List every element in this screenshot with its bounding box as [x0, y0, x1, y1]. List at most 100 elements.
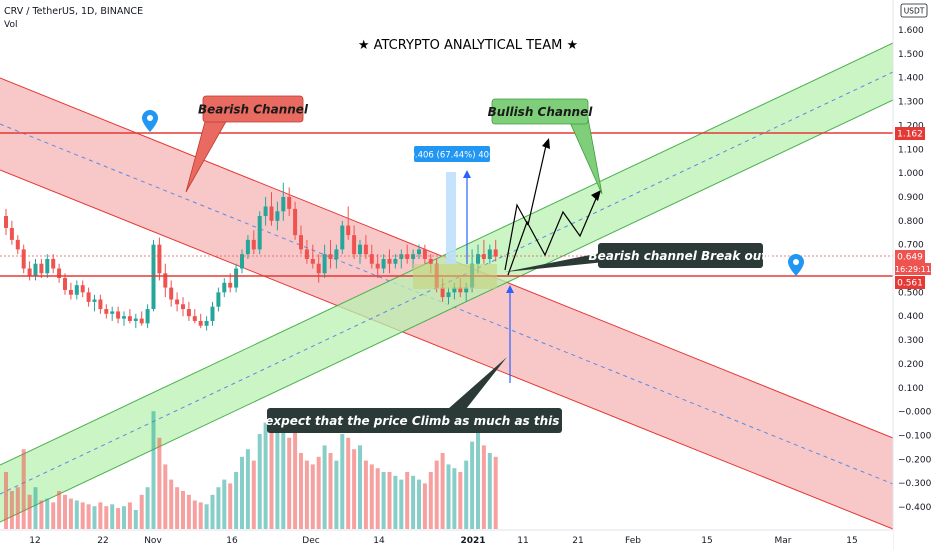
team-title: ★ ATCRYPTO ANALYTICAL TEAM ★	[358, 38, 578, 53]
price-tick-label: 1.300	[898, 98, 924, 108]
volume-bar	[122, 506, 126, 529]
volume-bar	[299, 453, 303, 529]
volume-bar	[245, 449, 250, 529]
price-tick-label: 0.400	[898, 312, 924, 322]
candle-body	[340, 225, 345, 250]
measure-label-box	[414, 146, 490, 162]
volume-bar	[216, 487, 221, 529]
volume-bar	[110, 504, 115, 529]
candle-body	[428, 258, 433, 264]
volume-bar	[169, 479, 174, 529]
volume-bar	[358, 445, 362, 529]
candle-body	[363, 244, 368, 255]
candle-body	[240, 254, 244, 269]
time-axis[interactable]	[0, 530, 893, 550]
volume-bar	[4, 472, 8, 529]
candle-body	[316, 263, 321, 274]
bearish-channel-lower-line[interactable]	[0, 169, 894, 530]
volume-bar	[163, 464, 168, 529]
volume-bar	[434, 460, 439, 529]
price-tick-label: 0.100	[898, 384, 924, 394]
current-price-tag: 0.649 16:29:11	[895, 250, 931, 275]
resistance-price-tag: 1.162	[895, 127, 925, 140]
bullish-channel-callout[interactable]: Bullish Channel	[488, 98, 603, 195]
candle-body	[269, 206, 274, 221]
volume-bar	[340, 434, 345, 529]
volume-bar	[192, 500, 197, 529]
bullish-callout-box	[491, 98, 589, 125]
candle-body	[92, 299, 97, 302]
measure-tool[interactable]: 0.406 (67.44%) 406	[409, 146, 495, 264]
location-marker-icon[interactable]	[788, 254, 804, 276]
bearish-channel-callout[interactable]: Bearish Channel	[185, 95, 309, 193]
candle-body	[86, 292, 91, 302]
volume-bar	[257, 434, 262, 529]
projection-path-zigzag[interactable]	[507, 193, 599, 276]
measure-range-fill	[446, 172, 456, 264]
breakout-callout-box	[598, 243, 763, 268]
candle-body	[452, 287, 457, 293]
volume-bar	[57, 491, 62, 529]
volume-bar	[387, 472, 392, 529]
volume-bar	[481, 445, 486, 529]
volume-bar	[287, 437, 292, 529]
time-tick-label: Nov	[144, 536, 162, 546]
volume-bar	[92, 506, 97, 529]
currency-button[interactable]: USDT	[900, 3, 928, 18]
price-tick-label: 0.800	[898, 217, 924, 227]
volume-bar	[458, 472, 463, 529]
expectation-callout[interactable]: We expect that the price Climb as much a…	[241, 357, 589, 433]
price-tick-label: 0.200	[898, 360, 924, 370]
price-tick-label: 0.300	[898, 336, 924, 346]
candle-body	[57, 268, 62, 279]
candles	[4, 182, 498, 331]
volume-bar	[422, 483, 427, 529]
volume-indicator-label[interactable]: Vol	[4, 20, 17, 30]
location-marker-icon[interactable]	[142, 110, 158, 132]
volume-bar	[15, 487, 20, 529]
volume-bar	[80, 502, 85, 529]
candle-body	[21, 249, 26, 269]
volume-bar	[405, 472, 410, 529]
volume-bar	[375, 468, 380, 529]
price-tick-label: 1.100	[898, 145, 924, 155]
volume-bar	[470, 441, 475, 529]
projection-arrow-high	[527, 140, 548, 226]
candle-body	[51, 258, 56, 269]
current-price-text: 0.649	[897, 253, 923, 263]
volume-bar	[98, 502, 103, 529]
volume-bar	[104, 506, 109, 529]
price-tick-label: 1.000	[898, 169, 924, 179]
volume-bar	[363, 460, 368, 529]
volume-bar	[316, 456, 321, 529]
candle-body	[464, 287, 469, 293]
time-tick-label: 12	[29, 536, 40, 546]
candle-body	[352, 235, 357, 255]
volume-bar	[33, 487, 38, 529]
candle-body	[198, 320, 203, 326]
breakout-zone	[413, 264, 497, 289]
volume-bar	[210, 494, 215, 529]
volume-bar	[181, 491, 185, 529]
volume-bar	[228, 483, 233, 529]
measure-arrowhead	[463, 170, 471, 178]
candle-body	[104, 309, 109, 314]
candle-body	[346, 225, 351, 236]
currency-label: USDT	[904, 7, 925, 16]
volume-bar	[133, 510, 138, 529]
breakout-callout[interactable]: Bearish channel Break out!	[505, 243, 773, 272]
symbol-title[interactable]: CRV / TetherUS, 1D, BINANCE	[4, 6, 143, 17]
candle-body	[33, 263, 38, 276]
volume-bar	[346, 437, 351, 529]
volume-bar	[186, 494, 191, 529]
bullish-channel-lower-line[interactable]	[0, 99, 894, 523]
time-tick-label: Dec	[302, 536, 319, 546]
projection-path-up[interactable]	[504, 203, 529, 271]
volume-bar	[328, 453, 333, 529]
volume-bar	[63, 494, 67, 529]
candle-body	[446, 292, 451, 298]
expectation-callout-pointer	[448, 357, 507, 409]
candle-body	[63, 278, 67, 290]
candle-body	[181, 304, 185, 310]
